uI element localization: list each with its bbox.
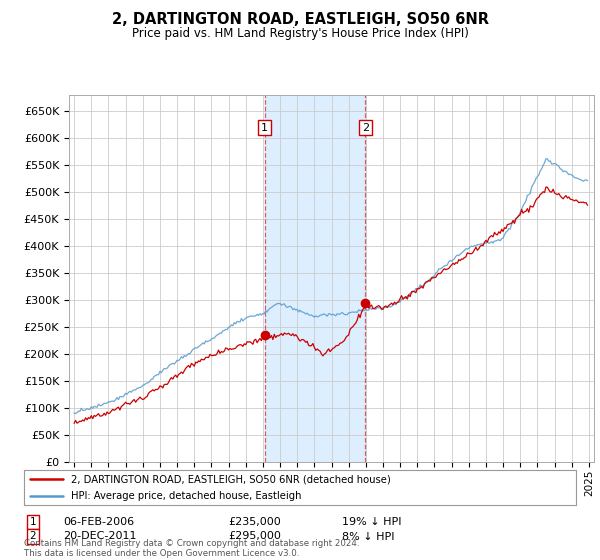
Text: 19% ↓ HPI: 19% ↓ HPI	[342, 517, 401, 527]
Text: HPI: Average price, detached house, Eastleigh: HPI: Average price, detached house, East…	[71, 492, 301, 501]
Bar	[265, 95, 365, 462]
Text: 2: 2	[29, 531, 37, 542]
Text: 2, DARTINGTON ROAD, EASTLEIGH, SO50 6NR (detached house): 2, DARTINGTON ROAD, EASTLEIGH, SO50 6NR …	[71, 474, 391, 484]
Text: £295,000: £295,000	[228, 531, 281, 542]
Text: £235,000: £235,000	[228, 517, 281, 527]
Text: 2, DARTINGTON ROAD, EASTLEIGH, SO50 6NR: 2, DARTINGTON ROAD, EASTLEIGH, SO50 6NR	[112, 12, 488, 27]
Text: 1: 1	[261, 123, 268, 133]
Text: 1: 1	[29, 517, 37, 527]
Text: 20-DEC-2011: 20-DEC-2011	[63, 531, 137, 542]
Text: 2: 2	[362, 123, 369, 133]
Text: 8% ↓ HPI: 8% ↓ HPI	[342, 531, 395, 542]
Text: Price paid vs. HM Land Registry's House Price Index (HPI): Price paid vs. HM Land Registry's House …	[131, 27, 469, 40]
Text: Contains HM Land Registry data © Crown copyright and database right 2024.
This d: Contains HM Land Registry data © Crown c…	[24, 539, 359, 558]
Text: 06-FEB-2006: 06-FEB-2006	[63, 517, 134, 527]
